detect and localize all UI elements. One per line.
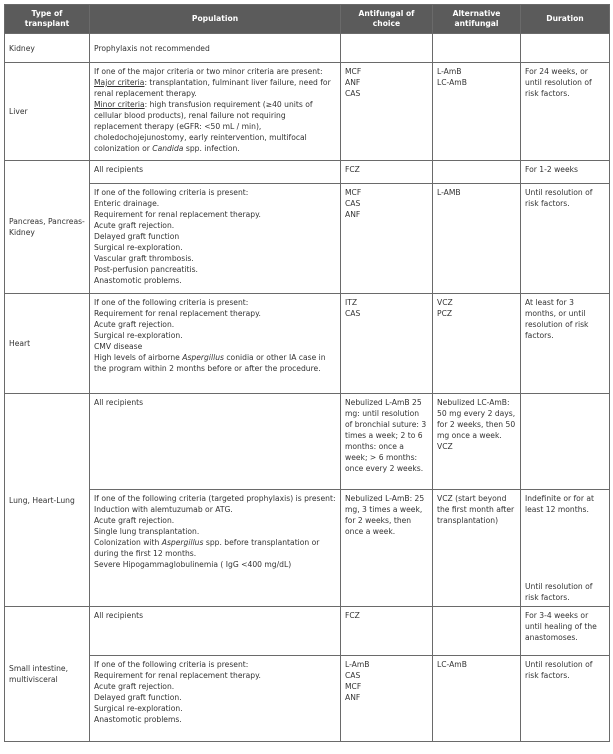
duration-cell: Until resolution of risk factors. xyxy=(520,183,610,294)
choice-cell: Nebulized L-AmB 25 mg: until resolution … xyxy=(340,393,433,490)
table-row-lung-all: Lung, Heart-Lung All recipients Nebulize… xyxy=(4,393,610,607)
choice-cell: MCF ANF CAS xyxy=(340,62,433,161)
header-type: Type of transplant xyxy=(4,4,90,34)
table-row-liver: Liver If one of the major criteria or tw… xyxy=(4,62,610,161)
population-cell: If one of the major criteria or two mino… xyxy=(89,62,341,161)
alternative-cell: L-AmB LC-AmB xyxy=(432,62,521,161)
duration-cell: For 24 weeks, or until resolution of ris… xyxy=(520,62,610,161)
table-row-intestine-all: Small intestine, multivisceral All recip… xyxy=(4,606,610,742)
table-row-lung-criteria: If one of the following criteria (target… xyxy=(5,489,610,607)
choice-cell: FCZ xyxy=(340,606,433,656)
population-cell: If one of the following criteria (target… xyxy=(89,489,341,607)
choice-cell: MCF CAS ANF xyxy=(340,183,433,294)
alternative-cell: VCZ PCZ xyxy=(432,293,521,394)
header-row: Type of transplant Population Antifungal… xyxy=(4,4,610,34)
type-cell: Pancreas, Pancreas-Kidney xyxy=(4,160,90,294)
duration-cell: Until resolution of risk factors. xyxy=(520,655,610,742)
choice-cell: FCZ xyxy=(340,160,433,184)
choice-cell: L-AmB CAS MCF ANF xyxy=(340,655,433,742)
duration-cell: For 1-2 weeks xyxy=(520,160,610,184)
table-row-kidney: Kidney Prophylaxis not recommended xyxy=(4,33,610,63)
header-alternative: Alternative antifungal xyxy=(432,4,521,34)
type-cell: Heart xyxy=(4,293,90,394)
alternative-cell: Nebulized LC-AmB: 50 mg every 2 days, fo… xyxy=(432,393,521,490)
population-cell: Prophylaxis not recommended xyxy=(89,33,341,63)
population-cell: If one of the following criteria is pres… xyxy=(89,293,341,394)
table-row-pancreas-criteria: If one of the following criteria is pres… xyxy=(5,183,610,294)
header-choice: Antifungal of choice xyxy=(340,4,433,34)
alternative-cell: VCZ (start beyond the first month after … xyxy=(432,489,521,607)
population-cell: All recipients xyxy=(89,606,341,656)
choice-cell: Nebulized L-AmB: 25 mg, 3 times a week, … xyxy=(340,489,433,607)
duration-cell: Indefinite or for at least 12 months. Unt… xyxy=(520,489,610,607)
population-cell: If one of the following criteria is pres… xyxy=(89,655,341,742)
population-cell: All recipients xyxy=(89,160,341,184)
header-population: Population xyxy=(89,4,341,34)
choice-cell: ITZ CAS xyxy=(340,293,433,394)
table-row-intestine-criteria: If one of the following criteria is pres… xyxy=(5,655,610,742)
duration-cell: At least for 3 months, or until resoluti… xyxy=(520,293,610,394)
population-cell: If one of the following criteria is pres… xyxy=(89,183,341,294)
alternative-cell: LC-AmB xyxy=(432,655,521,742)
alternative-cell: L-AMB xyxy=(432,183,521,294)
type-cell: Liver xyxy=(4,62,90,161)
table-row-heart: Heart If one of the following criteria i… xyxy=(4,293,610,394)
type-cell: Lung, Heart-Lung xyxy=(4,393,90,607)
type-cell: Kidney xyxy=(4,33,90,63)
header-duration: Duration xyxy=(520,4,610,34)
duration-cell: For 3-4 weeks or until healing of the an… xyxy=(520,606,610,656)
prophylaxis-table: Type of transplant Population Antifungal… xyxy=(4,4,610,742)
population-cell: All recipients xyxy=(89,393,341,490)
table-row-pancreas-all: Pancreas, Pancreas-Kidney All recipients… xyxy=(4,160,610,294)
type-cell: Small intestine, multivisceral xyxy=(4,606,90,742)
